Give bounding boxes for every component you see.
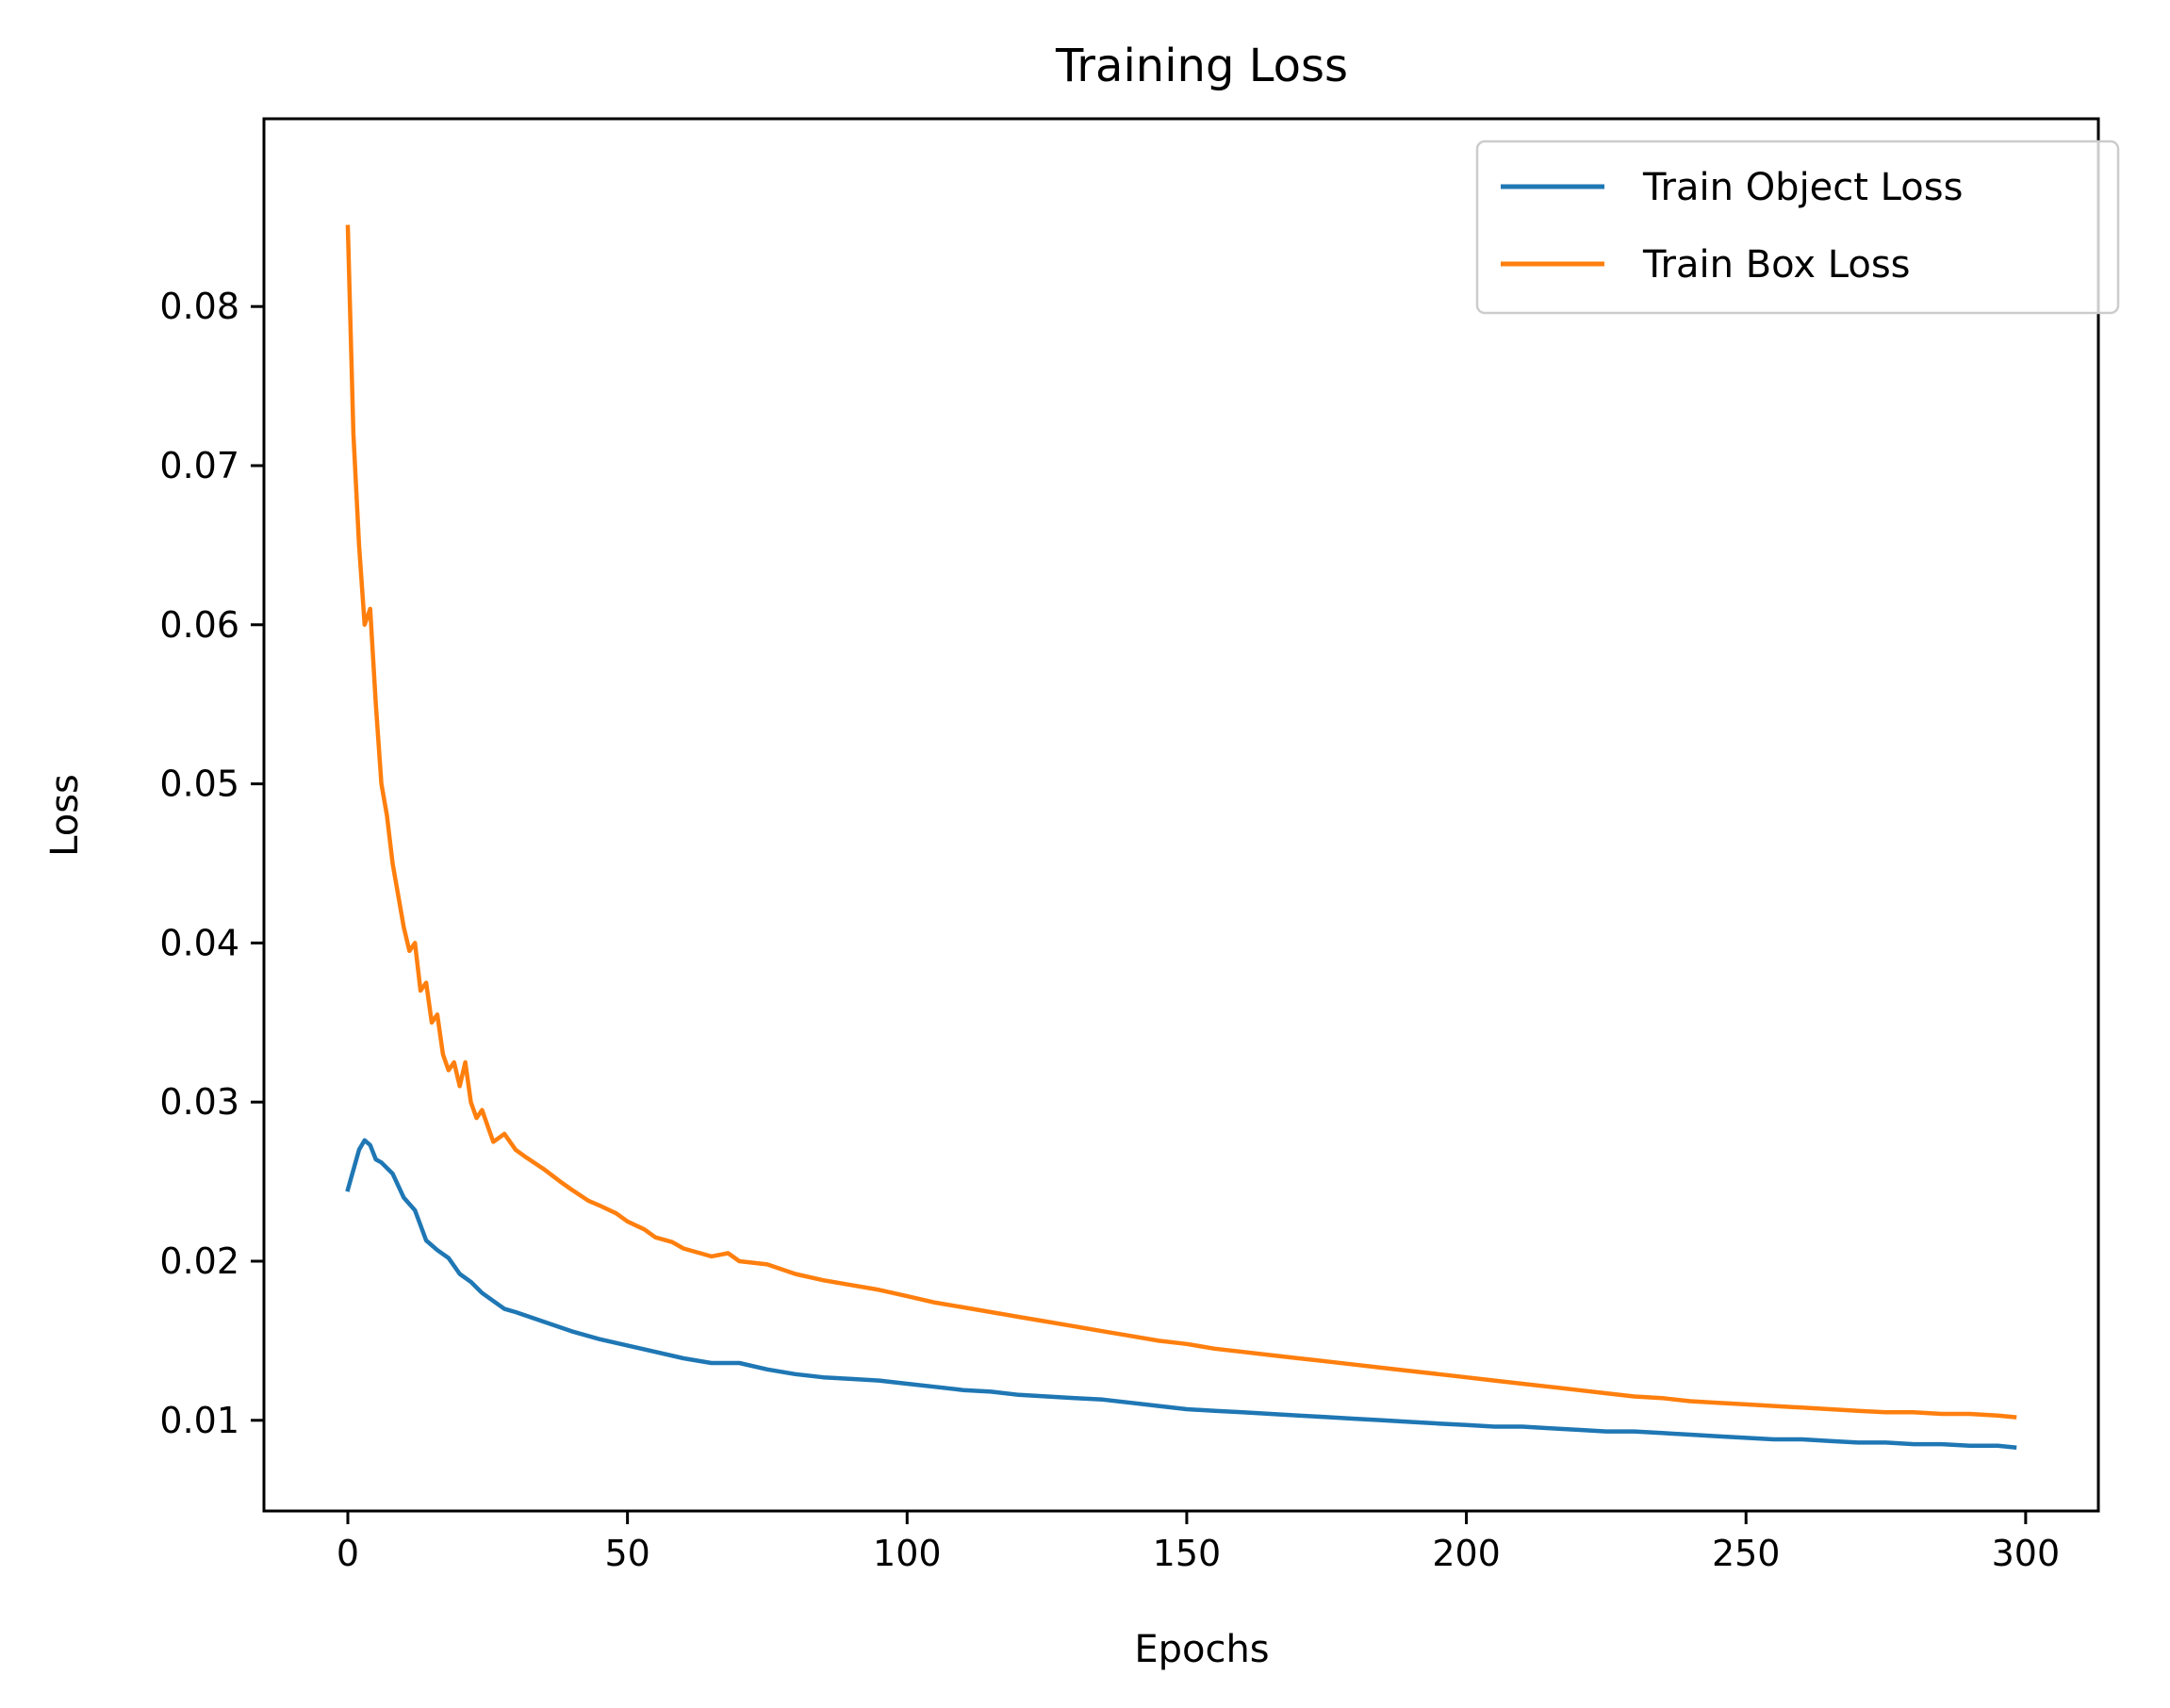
legend: Train Object Loss Train Box Loss xyxy=(1475,140,2120,315)
plot-frame xyxy=(262,117,2100,1513)
y-tick-label: 0.05 xyxy=(159,764,239,805)
x-tick-label: 250 xyxy=(1712,1533,1781,1574)
y-tick-label: 0.08 xyxy=(159,286,239,327)
legend-label-box-loss: Train Box Loss xyxy=(1642,243,1911,287)
y-tick-label: 0.07 xyxy=(159,445,239,486)
y-axis-label: Loss xyxy=(43,774,87,857)
y-axis: 0.01 0.02 0.03 0.04 0.05 0.06 0.07 0.08 xyxy=(159,286,264,1441)
y-tick-label: 0.06 xyxy=(159,604,239,646)
x-tick-label: 0 xyxy=(337,1533,359,1574)
x-tick-label: 200 xyxy=(1432,1533,1501,1574)
x-axis: 0 50 100 150 200 250 300 xyxy=(337,1511,2060,1574)
y-tick-label: 0.01 xyxy=(159,1400,239,1441)
series-layer xyxy=(345,224,2017,1450)
y-tick-label: 0.03 xyxy=(159,1081,239,1123)
x-axis-label: Epochs xyxy=(1134,1628,1269,1671)
y-tick-label: 0.04 xyxy=(159,922,239,963)
chart-title: Training Loss xyxy=(1055,40,1348,92)
x-tick-label: 300 xyxy=(1992,1533,2061,1574)
series-line-box-loss xyxy=(345,224,2017,1420)
x-tick-label: 100 xyxy=(873,1533,942,1574)
y-tick-label: 0.02 xyxy=(159,1240,239,1282)
series-line-object-loss xyxy=(345,1138,2017,1450)
x-tick-label: 150 xyxy=(1153,1533,1222,1574)
legend-box xyxy=(1475,140,2120,315)
legend-label-object-loss: Train Object Loss xyxy=(1642,166,1963,209)
x-tick-label: 50 xyxy=(604,1533,649,1574)
